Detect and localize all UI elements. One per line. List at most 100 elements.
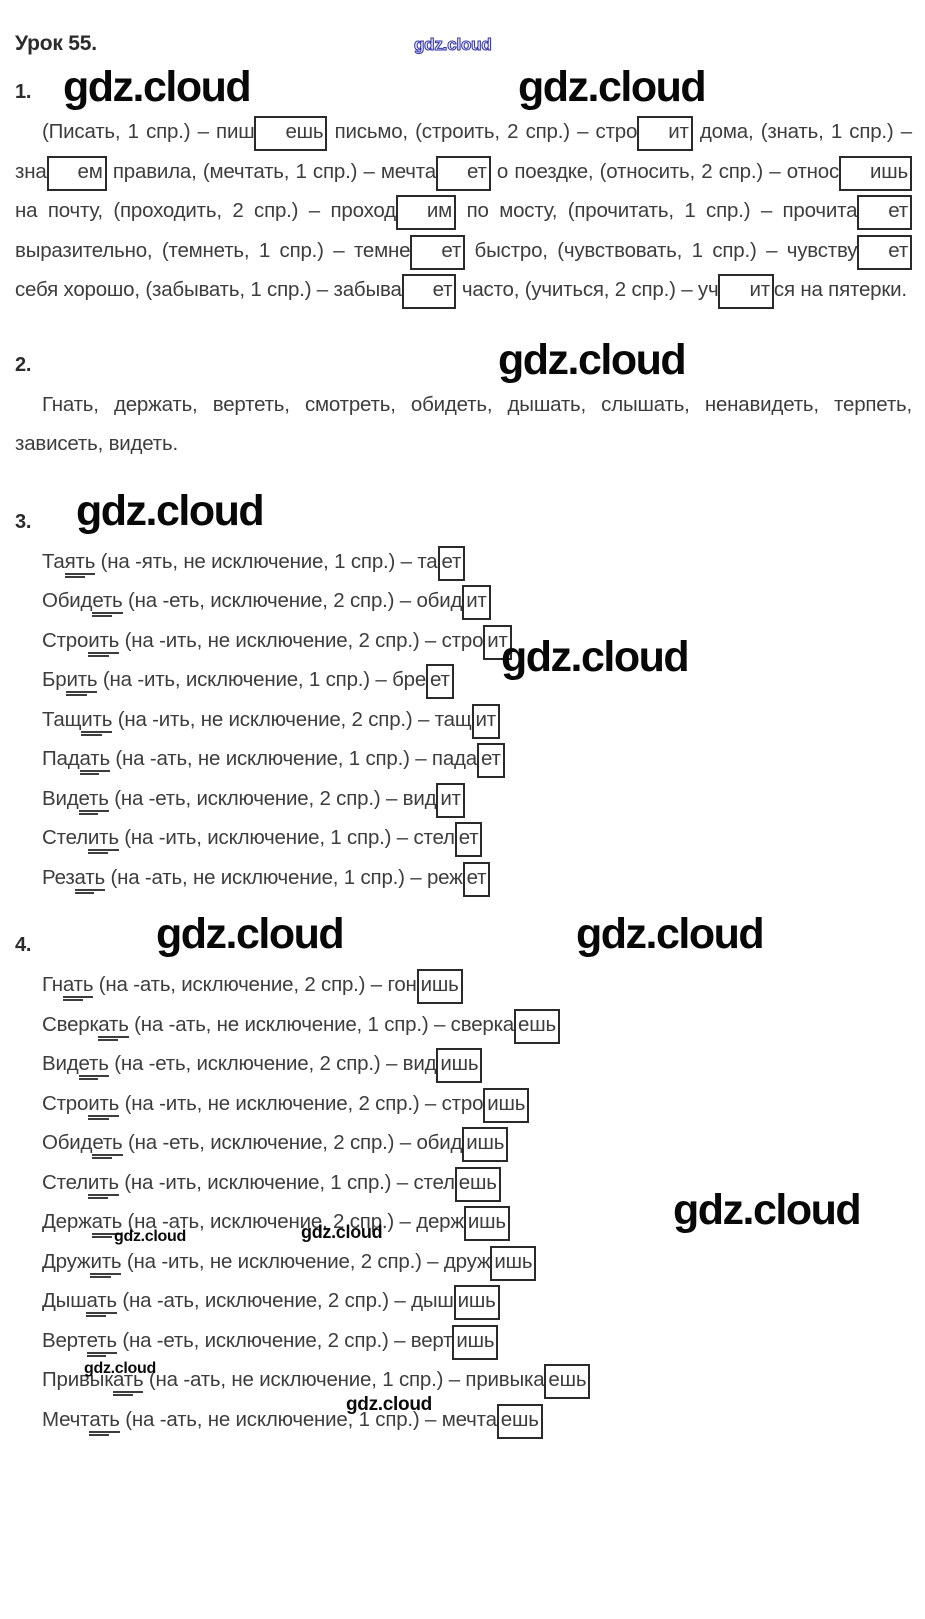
ending-box: ешь (254, 116, 328, 151)
suffix-underline: ить (88, 628, 120, 657)
ending-box: ит (436, 782, 465, 818)
suffix-underline: ить (87, 1170, 119, 1199)
ending-box: ит (718, 274, 774, 309)
list-item: Сверкать (на -ать, не исключение, 1 спр.… (42, 1005, 912, 1045)
list-item: Таять (на -ять, не исключение, 1 спр.) –… (42, 542, 912, 582)
ending-box: ишь (416, 969, 463, 1004)
list-item: Падать (на -ать, не исключение, 1 спр.) … (42, 739, 912, 779)
list-item: Вертеть (на -еть, исключение, 2 спр.) – … (42, 1321, 912, 1361)
suffix-underline: ить (90, 1249, 122, 1278)
suffix-underline: ить (88, 1091, 120, 1120)
suffix-underline-inner: ит (87, 826, 109, 854)
suffix-underline: ать (62, 973, 94, 1001)
ending-box: ишь (463, 1206, 510, 1241)
list-item: Стелить (на -ить, исключение, 1 спр.) – … (42, 818, 912, 858)
suffix-underline: еть (92, 589, 123, 617)
suffix-underline-inner: ат (98, 1012, 119, 1041)
suffix-underline: ать (74, 865, 105, 894)
ending-box: ит (637, 116, 693, 151)
suffix-underline: ать (91, 1210, 123, 1238)
suffix-underline-inner: ат (112, 1368, 133, 1396)
ending-box: ишь (436, 1048, 483, 1083)
list-item: Дружить (на -ить, не исключение, 2 спр.)… (42, 1242, 912, 1282)
suffix-underline: ить (66, 668, 98, 696)
suffix-underline: еть (78, 786, 109, 815)
list-item: Мечтать (на -ать, не исключение, 1 спр.)… (42, 1400, 912, 1440)
suffix-underline: ать (89, 1407, 120, 1436)
ending-box: ет (437, 545, 466, 581)
ending-box: ет (410, 234, 466, 270)
list-item: Резать (на -ать, не исключение, 1 спр.) … (42, 858, 912, 898)
suffix-underline: ать (112, 1368, 144, 1396)
suffix-underline-inner: ит (81, 707, 103, 736)
ending-box: ем (46, 155, 107, 191)
watermark: gdz.cloud (76, 486, 265, 535)
suffix-underline: ать (79, 747, 110, 775)
ending-box: ишь (453, 1285, 500, 1320)
ending-box: ет (477, 743, 505, 778)
exercise-3-list: gdz.cloud Таять (на -ять, не исключение,… (42, 542, 912, 898)
watermark: gdz.cloud (518, 63, 707, 111)
page-content: Урок 55. 1. gdz.cloud gdz.cloud (Писать,… (0, 33, 925, 1439)
ending-box: ет (462, 861, 491, 897)
section-2-header: 2. gdz.cloud (15, 337, 912, 385)
list-item: Дышать (на -ать, исключение, 2 спр.) – д… (42, 1281, 912, 1321)
section-4-header: 4. gdz.cloud gdz.cloud (15, 911, 912, 965)
ending-box: ет (426, 664, 454, 699)
suffix-underline: еть (78, 1052, 109, 1080)
ending-box: ет (435, 155, 491, 191)
suffix-underline: еть (92, 1131, 123, 1159)
suffix-underline-inner: ат (62, 973, 83, 1001)
suffix-underline-inner: ет (78, 786, 99, 815)
list-item: Держать (на -ать, исключение, 2 спр.) – … (42, 1202, 912, 1242)
suffix-underline-inner: ат (91, 1210, 112, 1238)
list-item: Тащить (на -ить, не исключение, 2 спр.) … (42, 700, 912, 740)
section-2: 2. gdz.cloud Гнать, держать, вертеть, см… (15, 337, 912, 464)
suffix-underline-inner: ит (66, 668, 88, 696)
list-item: Брить (на -ить, исключение, 1 спр.) – бр… (42, 660, 912, 700)
suffix-underline-inner: ет (92, 1131, 113, 1159)
section-number: 3. (15, 510, 32, 533)
section-number: 2. (15, 353, 32, 376)
ending-box: ишь (452, 1324, 499, 1360)
suffix-underline-inner: ят (64, 549, 85, 578)
ending-box: ит (462, 585, 491, 620)
suffix-underline-inner: ат (86, 1289, 107, 1317)
ending-box: ешь (454, 1166, 501, 1202)
watermark: gdz.cloud (63, 63, 252, 111)
list-item: Привыкать (на -ать, не исключение, 1 спр… (42, 1360, 912, 1400)
list-item: Обидеть (на -еть, исключение, 2 спр.) – … (42, 1123, 912, 1163)
suffix-underline: еть (86, 1328, 117, 1357)
ending-box: ет (857, 195, 912, 230)
suffix-underline-inner: ат (89, 1407, 110, 1436)
ending-box: ет (454, 822, 483, 857)
list-item: Видеть (на -еть, исключение, 2 спр.) – в… (42, 1044, 912, 1084)
ending-box: ешь (496, 1403, 543, 1439)
list-item: Строить (на -ить, не исключение, 2 спр.)… (42, 1084, 912, 1124)
suffix-underline-inner: ет (92, 589, 113, 617)
section-3-header: 3. gdz.cloud (15, 488, 912, 542)
watermark: gdz.cloud (498, 335, 687, 384)
suffix-underline-inner: ит (87, 1170, 109, 1199)
watermark: gdz.cloud (576, 910, 765, 958)
exercise-1-text: (Писать, 1 спр.) – пиш ешь письмо, (строи… (15, 112, 912, 310)
suffix-underline: ать (98, 1012, 129, 1041)
ending-box: ит (471, 703, 500, 739)
suffix-underline-inner: ит (88, 1091, 110, 1120)
exercise-4-list: gdz.cloud gdz.cloud gdz.cloud gdz.cloud … (42, 965, 912, 1439)
ending-box: ет (401, 274, 457, 309)
section-number: 1. (15, 81, 32, 103)
section-number: 4. (15, 934, 32, 956)
ending-box: им (395, 195, 457, 230)
ending-box: ишь (490, 1245, 537, 1281)
suffix-underline-inner: ит (90, 1249, 112, 1278)
list-item: Строить (на -ить, не исключение, 2 спр.)… (42, 621, 912, 661)
ending-box: ешь (544, 1364, 591, 1399)
section-1-header: 1. gdz.cloud gdz.cloud (15, 64, 912, 112)
section-1: 1. gdz.cloud gdz.cloud (Писать, 1 спр.) … (15, 64, 912, 310)
exercise-2-text: Гнать, держать, вертеть, смотреть, обиде… (15, 392, 912, 456)
suffix-underline: ать (86, 1289, 117, 1317)
suffix-underline-inner: ет (78, 1052, 99, 1080)
section-3: 3. gdz.cloud gdz.cloud Таять (на -ять, н… (15, 488, 912, 898)
document-page: gdz.cloud Урок 55. 1. gdz.cloud gdz.clou… (0, 33, 925, 1619)
